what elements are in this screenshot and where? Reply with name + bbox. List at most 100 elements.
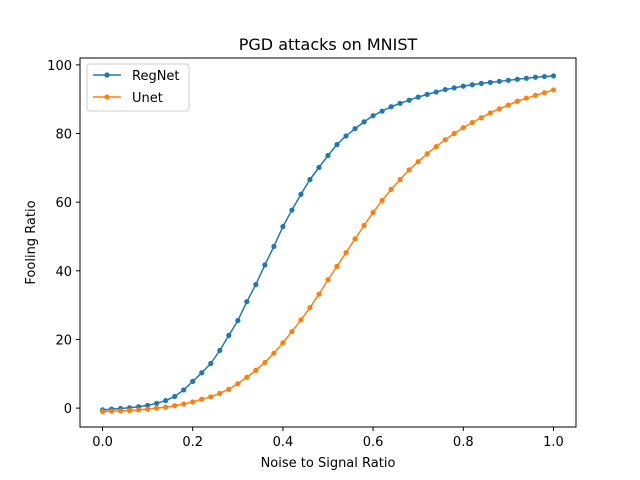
y-axis: 0 20 40 60 80 100 (47, 59, 80, 417)
data-point-unet (298, 317, 304, 323)
legend-label-regnet: RegNet (132, 69, 180, 84)
legend-entry-regnet: RegNet (93, 69, 180, 84)
data-point-unet (136, 407, 142, 413)
data-point-unet (108, 408, 115, 414)
legend-marker-unet (104, 94, 110, 100)
data-point-unet (415, 159, 421, 165)
data-point-regnet (154, 400, 160, 406)
data-point-unet (190, 399, 196, 405)
data-point-regnet (343, 133, 349, 139)
data-point-unet (352, 236, 358, 242)
data-point-unet (460, 125, 466, 131)
y-tick-label: 20 (55, 333, 72, 348)
data-point-unet (388, 186, 394, 193)
data-point-unet (442, 137, 448, 143)
data-point-regnet (289, 207, 295, 213)
data-point-unet (262, 359, 268, 366)
data-point-unet (244, 374, 250, 380)
data-point-unet (370, 209, 376, 216)
data-point-regnet (505, 77, 511, 83)
data-point-regnet (415, 94, 421, 100)
x-tick-label: 0.2 (182, 435, 203, 450)
data-point-regnet (235, 317, 241, 324)
y-tick-label: 100 (47, 59, 72, 74)
data-point-regnet (451, 85, 457, 91)
legend: RegNet Unet (86, 63, 190, 112)
data-point-regnet (442, 86, 448, 93)
data-point-unet (235, 381, 241, 387)
data-point-regnet (379, 108, 385, 114)
data-point-unet (505, 102, 511, 108)
y-tick-label: 40 (55, 265, 72, 280)
data-point-unet (532, 92, 539, 99)
data-point-regnet (352, 126, 358, 132)
y-axis-title: Fooling Ratio (24, 200, 39, 284)
y-tick-label: 0 (64, 402, 72, 417)
data-point-regnet (406, 97, 412, 103)
data-point-unet (550, 87, 557, 93)
data-point-regnet (262, 262, 268, 268)
data-point-regnet (181, 387, 187, 393)
data-point-unet (487, 110, 493, 116)
y-tick-label: 60 (55, 196, 72, 211)
data-point-unet (217, 390, 223, 396)
data-point-unet (280, 340, 286, 346)
data-point-regnet (550, 73, 557, 79)
plot-area (79, 57, 577, 428)
data-point-regnet (253, 281, 259, 288)
series-unet (99, 87, 557, 415)
data-point-unet (397, 176, 403, 183)
x-tick-label: 0.4 (273, 435, 294, 450)
axes-frame (79, 57, 577, 428)
data-point-unet (334, 263, 340, 269)
data-point-regnet (388, 104, 394, 110)
data-point-unet (406, 167, 412, 173)
data-point-regnet (208, 360, 214, 367)
data-point-unet (316, 291, 322, 297)
data-point-unet (199, 396, 205, 402)
x-axis-title: Noise to Signal Ratio (261, 456, 396, 471)
data-point-unet (154, 405, 160, 411)
x-tick-label: 1.0 (543, 435, 564, 450)
data-point-regnet (271, 243, 277, 250)
data-point-regnet (244, 299, 250, 305)
data-point-regnet (217, 347, 223, 354)
data-point-regnet (172, 393, 178, 400)
data-point-regnet (370, 113, 376, 119)
data-point-unet (523, 95, 530, 101)
x-tick-label: 0.6 (363, 435, 384, 450)
data-point-unet (127, 407, 133, 414)
data-point-unet (117, 408, 124, 414)
data-point-unet (172, 403, 178, 409)
data-point-unet (343, 250, 349, 256)
legend-label-unet: Unet (132, 91, 163, 106)
data-point-unet (325, 277, 331, 283)
data-point-regnet (487, 79, 493, 85)
data-point-unet (424, 151, 430, 157)
series-group (99, 73, 557, 415)
data-point-regnet (226, 332, 232, 338)
data-point-regnet (280, 223, 286, 230)
data-point-unet (181, 401, 187, 407)
data-point-unet (379, 197, 385, 204)
data-point-regnet (163, 397, 169, 404)
data-point-unet (514, 98, 520, 104)
data-point-regnet (397, 100, 403, 106)
x-axis: 0.0 0.2 0.4 0.6 0.8 1.0 (92, 427, 564, 450)
data-point-regnet (541, 73, 548, 80)
data-point-regnet (433, 89, 439, 95)
chart-title: PGD attacks on MNIST (239, 35, 418, 54)
data-point-regnet (190, 378, 196, 384)
data-point-unet (289, 328, 295, 335)
data-point-regnet (469, 82, 475, 88)
data-point-regnet (496, 78, 502, 84)
data-point-unet (433, 143, 439, 150)
data-point-regnet (334, 141, 340, 148)
data-point-unet (271, 350, 277, 356)
x-tick-label: 0.8 (453, 435, 474, 450)
data-point-regnet (514, 76, 520, 82)
data-point-regnet (532, 74, 539, 80)
data-point-regnet (298, 191, 304, 197)
data-point-unet (361, 222, 367, 229)
